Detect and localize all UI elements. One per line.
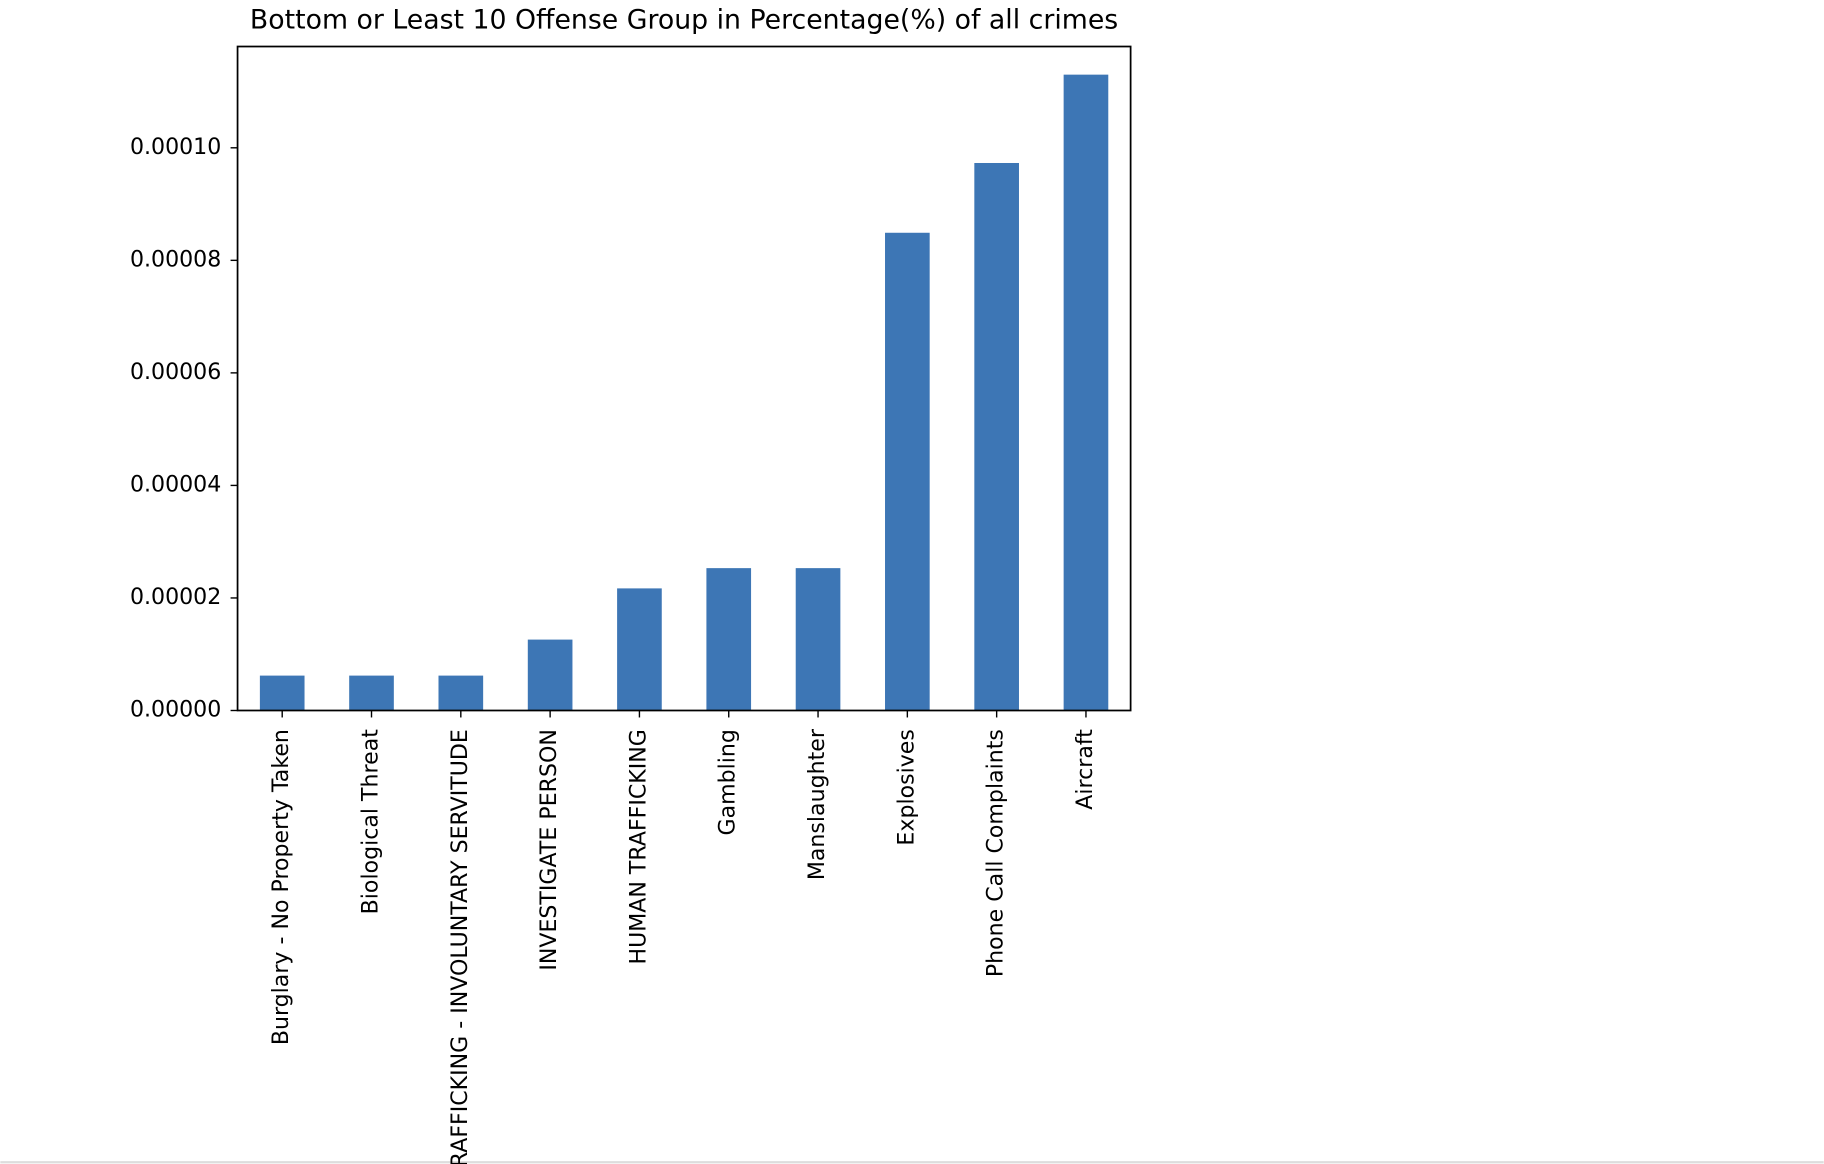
bar — [349, 675, 394, 711]
x-tick-label: Phone Call Complaints — [983, 729, 1009, 977]
y-tick-label: 0.00002 — [130, 584, 221, 610]
y-tick-label: 0.00010 — [130, 134, 221, 160]
bar — [1063, 74, 1109, 711]
y-tick-label: 0.00000 — [130, 696, 221, 722]
x-tick-label: Biological Threat — [358, 729, 384, 915]
bar — [706, 568, 752, 711]
x-tick-label: Aircraft — [1072, 729, 1098, 810]
bar — [527, 639, 573, 711]
bar — [259, 675, 305, 711]
x-tick-label: Explosives — [893, 729, 919, 845]
bar — [617, 588, 662, 711]
x-tick-label: Gambling — [715, 729, 741, 835]
y-tick-label: 0.00004 — [130, 471, 221, 497]
x-tick-label: Manslaughter — [804, 728, 830, 880]
x-tick-label: INVESTIGATE PERSON — [536, 729, 562, 971]
plot-frame — [236, 45, 1132, 712]
y-tick-label: 0.00008 — [130, 246, 221, 272]
bar — [438, 675, 484, 711]
bar — [885, 232, 930, 711]
bar — [795, 568, 841, 711]
x-tick-label: Burglary - No Property Taken — [268, 729, 294, 1045]
chart-title: Bottom or Least 10 Offense Group in Perc… — [250, 4, 1118, 35]
x-tick-label: HUMAN TRAFFICKING — [625, 729, 651, 964]
y-tick-label: 0.00006 — [130, 359, 221, 385]
bar — [974, 162, 1019, 711]
x-tick-label: HUMAN TRAFFICKING - INVOLUNTARY SERVITUD… — [447, 729, 473, 1164]
